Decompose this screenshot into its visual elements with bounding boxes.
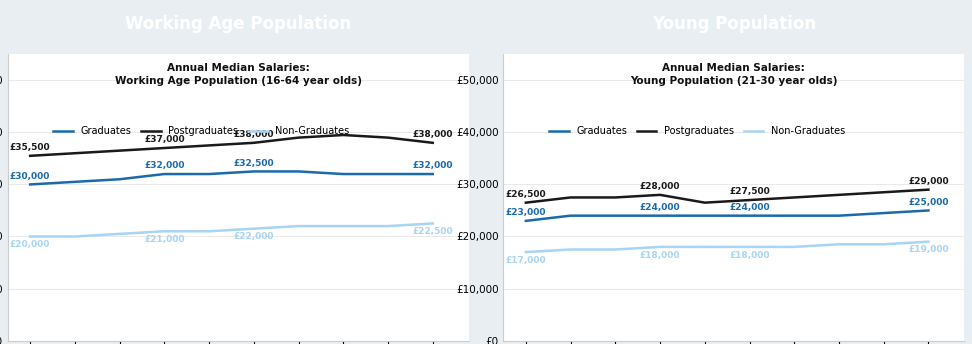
Text: £20,000: £20,000: [10, 240, 51, 249]
Text: £32,000: £32,000: [144, 161, 185, 170]
Text: £22,000: £22,000: [233, 232, 274, 241]
Text: £26,500: £26,500: [505, 190, 546, 199]
Text: £38,000: £38,000: [412, 130, 453, 139]
Text: £19,000: £19,000: [908, 245, 949, 254]
Text: Annual Median Salaries:
Working Age Population (16-64 year olds): Annual Median Salaries: Working Age Popu…: [115, 63, 362, 86]
Text: £24,000: £24,000: [640, 203, 680, 212]
Text: £18,000: £18,000: [729, 250, 770, 259]
Text: Working Age Population: Working Age Population: [125, 15, 351, 33]
Text: £38,000: £38,000: [233, 130, 274, 139]
Text: Annual Median Salaries:
Young Population (21-30 year olds): Annual Median Salaries: Young Population…: [630, 63, 838, 86]
Text: Young Population: Young Population: [652, 15, 816, 33]
Text: £28,000: £28,000: [640, 182, 680, 191]
Text: £30,000: £30,000: [10, 172, 51, 181]
Legend: Graduates, Postgraduates, Non-Graduates: Graduates, Postgraduates, Non-Graduates: [50, 122, 354, 140]
Text: £22,500: £22,500: [412, 227, 453, 236]
Text: £32,000: £32,000: [412, 161, 453, 170]
Text: £29,000: £29,000: [908, 177, 949, 186]
Text: £23,000: £23,000: [505, 208, 546, 217]
Text: £21,000: £21,000: [144, 235, 185, 244]
Text: £18,000: £18,000: [640, 250, 680, 259]
Text: £32,500: £32,500: [233, 159, 274, 168]
Text: £27,500: £27,500: [729, 187, 770, 196]
Legend: Graduates, Postgraduates, Non-Graduates: Graduates, Postgraduates, Non-Graduates: [545, 122, 850, 140]
Text: £17,000: £17,000: [505, 256, 546, 265]
Text: £25,000: £25,000: [908, 198, 949, 207]
Text: £35,500: £35,500: [10, 143, 51, 152]
Text: £24,000: £24,000: [729, 203, 770, 212]
Text: £37,000: £37,000: [144, 136, 185, 144]
